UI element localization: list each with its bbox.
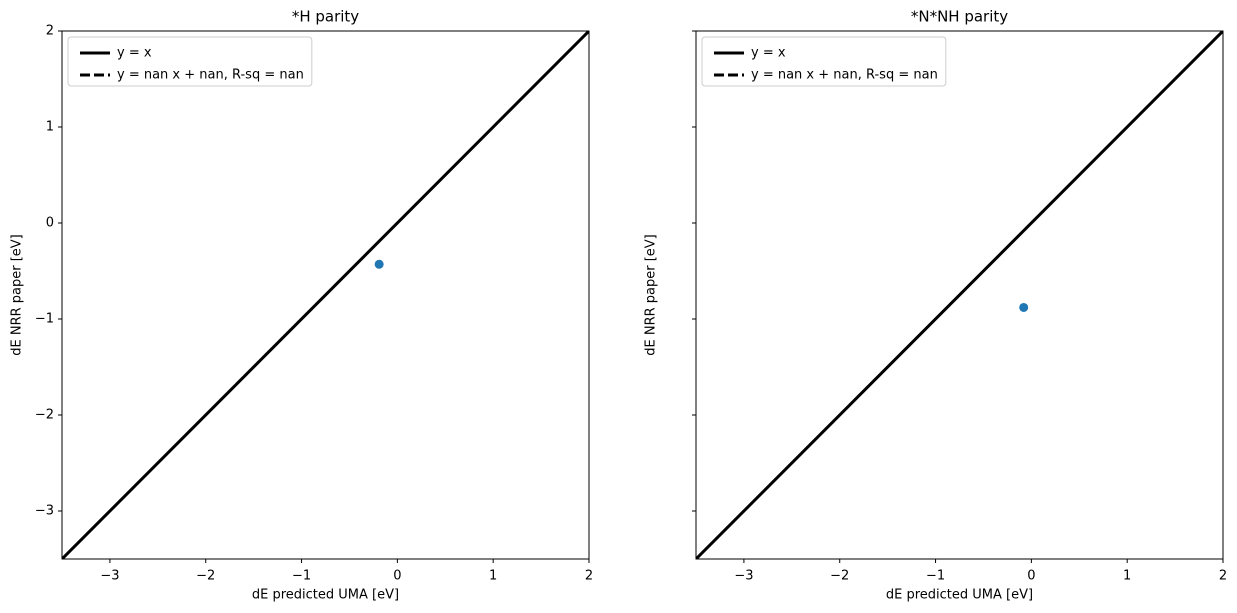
axes-frame bbox=[695, 30, 1224, 560]
x-tick-label: 1 bbox=[489, 569, 497, 584]
x-axis-label: dE predicted UMA [eV] bbox=[252, 588, 399, 603]
subplot: *H parity dE predicted UMA [eV] dE NRR pap… bbox=[10, 8, 594, 603]
axes-frame bbox=[61, 30, 590, 560]
x-tick-label: 2 bbox=[585, 569, 593, 584]
legend-label: y = x bbox=[751, 46, 786, 61]
y-tick-label: −2 bbox=[35, 408, 54, 423]
x-tick-label: −2 bbox=[196, 569, 215, 584]
chart-title: *N*NH parity bbox=[911, 8, 1008, 26]
y-tick-label: −3 bbox=[35, 504, 54, 519]
y-axis-label: dE NRR paper [eV] bbox=[10, 234, 25, 356]
x-tick-label: 2 bbox=[1219, 569, 1227, 584]
x-tick-label: 0 bbox=[1027, 569, 1035, 584]
y-axis-label: dE NRR paper [eV] bbox=[644, 234, 659, 356]
scatter-point bbox=[374, 259, 384, 269]
y-tick-label: 0 bbox=[46, 216, 54, 231]
y-tick-label: −1 bbox=[35, 312, 54, 327]
x-axis-label: dE predicted UMA [eV] bbox=[886, 588, 1033, 603]
x-tick-label: −1 bbox=[292, 569, 311, 584]
legend-label: y = x bbox=[117, 46, 152, 61]
legend-box bbox=[701, 36, 947, 87]
x-tick-label: 1 bbox=[1123, 569, 1131, 584]
fit-line bbox=[62, 31, 589, 559]
y-tick-label: 2 bbox=[46, 24, 54, 39]
legend: y = x y = nan x + nan, R-sq = nan bbox=[67, 36, 313, 87]
x-tick-label: −3 bbox=[100, 569, 119, 584]
fit-line bbox=[696, 31, 1223, 559]
legend-box bbox=[67, 36, 313, 87]
x-tick-label: 0 bbox=[393, 569, 401, 584]
chart-title: *H parity bbox=[292, 8, 359, 26]
x-tick-label: −1 bbox=[926, 569, 945, 584]
legend-label: y = nan x + nan, R-sq = nan bbox=[751, 68, 938, 83]
x-tick-label: −3 bbox=[734, 569, 753, 584]
subplot: *N*NH parity dE predicted UMA [eV] dE NRR … bbox=[644, 8, 1228, 603]
scatter-point bbox=[1019, 302, 1029, 312]
legend-label: y = nan x + nan, R-sq = nan bbox=[117, 68, 304, 83]
x-tick-label: −2 bbox=[830, 569, 849, 584]
legend: y = x y = nan x + nan, R-sq = nan bbox=[701, 36, 947, 87]
y-tick-label: 1 bbox=[46, 120, 54, 135]
